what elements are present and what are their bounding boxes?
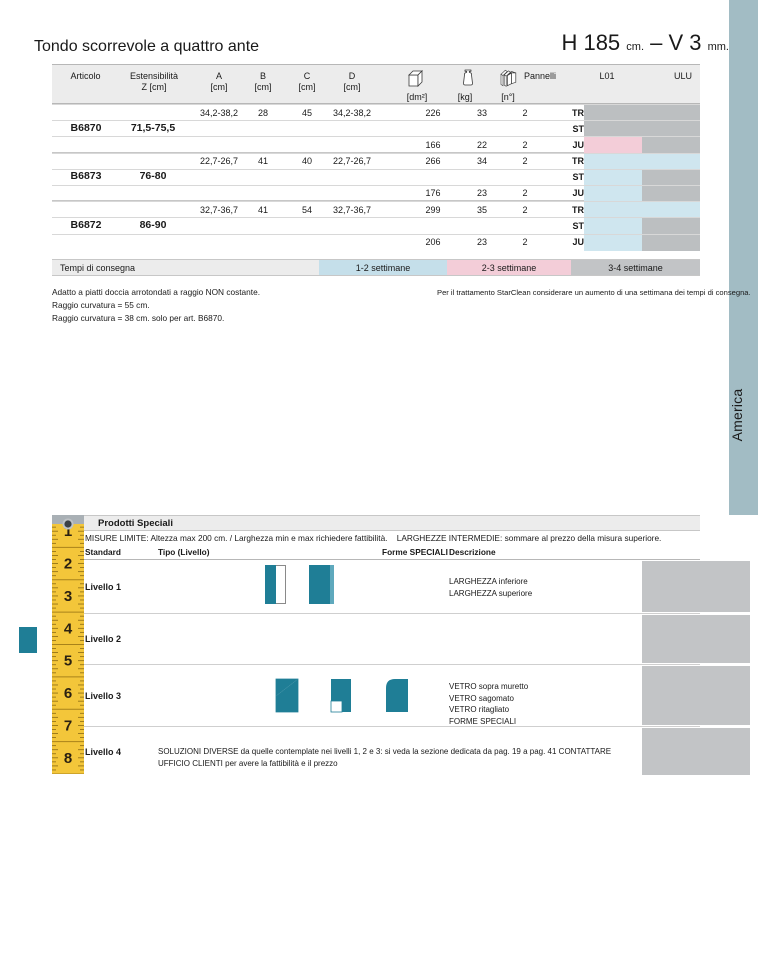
svg-text:7: 7 (64, 717, 72, 734)
svg-text:4: 4 (64, 620, 73, 637)
svg-text:6: 6 (64, 685, 72, 702)
svg-text:8: 8 (64, 750, 72, 767)
svg-text:5: 5 (64, 653, 72, 670)
svg-text:3: 3 (64, 588, 72, 605)
svg-text:2: 2 (64, 556, 72, 573)
